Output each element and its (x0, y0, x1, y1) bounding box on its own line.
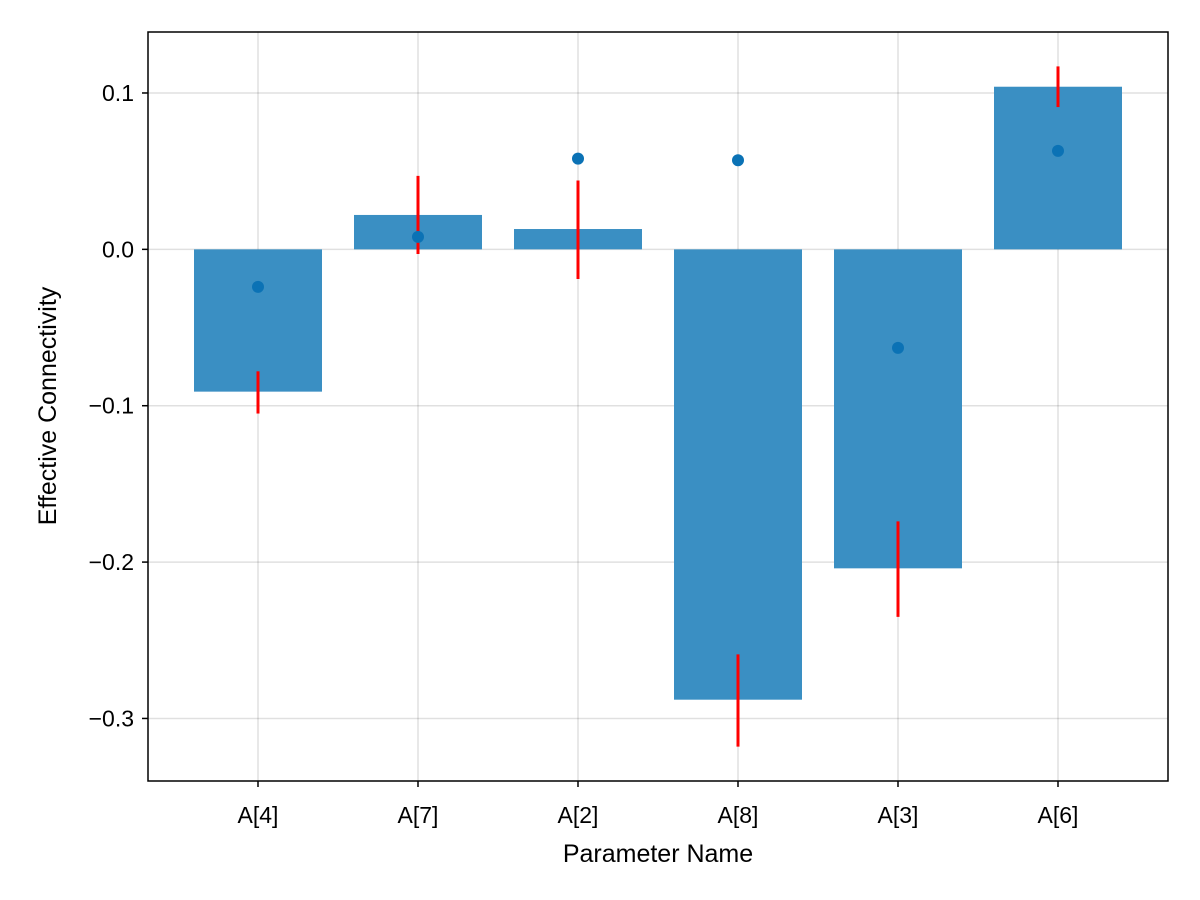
bar-A[3] (834, 249, 962, 569)
bars (194, 86, 1122, 700)
x-axis-title: Parameter Name (563, 840, 753, 868)
x-tick-label: A[6] (1038, 802, 1079, 828)
x-tick-label: A[4] (238, 802, 279, 828)
scatter-points (252, 144, 1064, 354)
point-A[2] (572, 152, 584, 165)
y-tick-label: −0.1 (89, 393, 134, 419)
y-axis-ticks: 0.1 0.0 −0.1 −0.2 −0.3 (89, 80, 148, 731)
x-tick-label: A[8] (718, 802, 759, 828)
y-axis-title: Effective Connectivity (34, 286, 62, 525)
point-A[7] (412, 230, 424, 243)
point-A[8] (732, 154, 744, 167)
point-A[3] (892, 341, 904, 354)
x-tick-label: A[3] (878, 802, 919, 828)
x-tick-label: A[7] (398, 802, 439, 828)
y-tick-label: 0.1 (102, 80, 134, 106)
y-tick-label: −0.2 (89, 549, 134, 575)
bar-A[6] (994, 86, 1122, 250)
y-tick-label: 0.0 (102, 236, 134, 262)
x-axis-ticks: A[4] A[7] A[2] A[8] A[3] A[6] (238, 781, 1079, 828)
point-A[6] (1052, 144, 1064, 157)
x-tick-label: A[2] (558, 802, 599, 828)
y-tick-label: −0.3 (89, 705, 134, 731)
bar-A[4] (194, 249, 322, 392)
plot-frame (147, 31, 1169, 782)
point-A[4] (252, 280, 264, 293)
error-bars (256, 66, 1060, 747)
bar-A[8] (674, 249, 802, 700)
